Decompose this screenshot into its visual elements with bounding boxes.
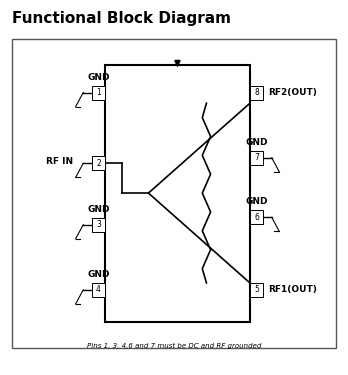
Text: 5: 5	[254, 285, 259, 294]
Bar	[92, 156, 105, 170]
Bar	[250, 86, 263, 100]
Text: RF2(OUT): RF2(OUT)	[268, 88, 317, 97]
Text: GND: GND	[245, 138, 268, 147]
Text: GND: GND	[87, 73, 110, 82]
Text: 3: 3	[96, 220, 101, 229]
Text: 1: 1	[96, 88, 101, 97]
Bar	[12, 39, 336, 348]
Bar	[250, 283, 263, 297]
Text: GND: GND	[87, 205, 110, 214]
Text: 4: 4	[96, 285, 101, 294]
Text: GND: GND	[87, 270, 110, 279]
Text: Functional Block Diagram: Functional Block Diagram	[12, 11, 231, 26]
Bar	[250, 210, 263, 224]
Text: 6: 6	[254, 213, 259, 222]
Bar	[92, 217, 105, 232]
Text: 8: 8	[254, 88, 259, 97]
Text: 2: 2	[96, 159, 101, 168]
Text: Pins 1, 3, 4,6 and 7 must be DC and RF grounded: Pins 1, 3, 4,6 and 7 must be DC and RF g…	[87, 343, 261, 349]
Text: RF IN: RF IN	[46, 157, 73, 166]
Bar	[250, 151, 263, 165]
Bar	[105, 64, 250, 321]
Text: 7: 7	[254, 153, 259, 162]
Text: RF1(OUT): RF1(OUT)	[268, 285, 317, 294]
Bar	[92, 283, 105, 297]
Text: GND: GND	[245, 198, 268, 207]
Bar	[92, 86, 105, 100]
